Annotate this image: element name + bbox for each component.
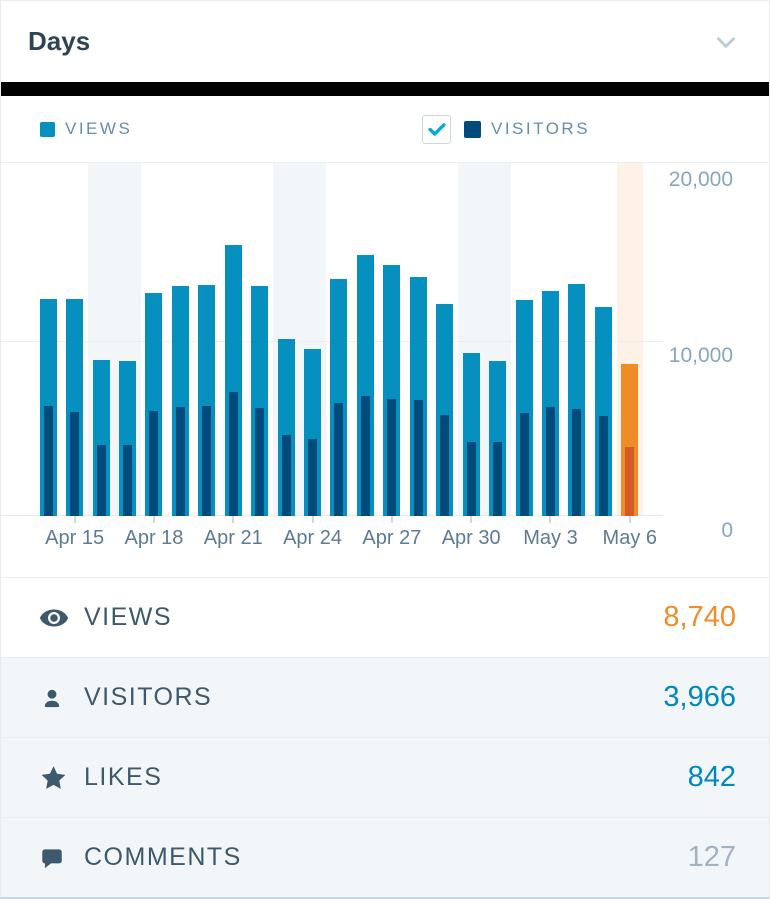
tab-views-label: VIEWS	[84, 603, 173, 631]
visitors-bar[interactable]	[598, 416, 608, 516]
chart-column-apr-19[interactable]	[167, 163, 193, 516]
y-axis-label-0: 0	[721, 519, 733, 542]
tab-likes[interactable]: LIKES 842	[1, 737, 769, 817]
visitors-bar[interactable]	[255, 408, 265, 516]
visitors-bar[interactable]	[281, 435, 291, 516]
x-axis-tick	[470, 516, 473, 523]
chart-column-apr-17[interactable]	[114, 163, 141, 516]
top-divider-bar	[1, 82, 769, 96]
chart-column-apr-14[interactable]	[35, 163, 61, 516]
visitors-bar[interactable]	[308, 439, 318, 516]
x-axis-tick	[628, 516, 631, 523]
user-icon	[39, 685, 69, 711]
x-axis-tick	[73, 516, 76, 523]
tab-visitors-value: 3,966	[663, 681, 736, 713]
visitors-bar[interactable]	[466, 442, 476, 516]
tab-visitors-label: VISITORS	[84, 683, 213, 711]
y-axis-label-20000: 20,000	[668, 168, 733, 191]
module-header[interactable]: Days	[1, 1, 769, 82]
chart-column-apr-21[interactable]	[220, 163, 246, 516]
chart-column-may-5[interactable]	[590, 163, 616, 516]
x-axis-tick	[390, 516, 393, 523]
visitors-checkbox[interactable]	[422, 114, 451, 144]
chart-column-may-1[interactable]	[484, 163, 511, 516]
visitors-bar[interactable]	[175, 407, 185, 516]
x-axis-label: Apr 30	[441, 527, 501, 549]
chart-column-apr-29[interactable]	[432, 163, 458, 516]
tab-visitors[interactable]: VISITORS 3,966	[1, 657, 769, 737]
chart-column-apr-25[interactable]	[326, 163, 352, 516]
chart-column-apr-22[interactable]	[246, 163, 272, 516]
tab-comments-value: 127	[687, 841, 736, 873]
tab-comments[interactable]: COMMENTS 127	[1, 817, 769, 897]
chart-column-may-6[interactable]	[616, 163, 643, 516]
chart-legend: VIEWS VISITORS	[1, 96, 769, 162]
x-axis-label: Apr 18	[124, 527, 184, 549]
chevron-down-icon[interactable]	[713, 29, 739, 55]
chart-column-may-2[interactable]	[511, 163, 537, 516]
x-axis-label: May 3	[523, 527, 578, 549]
x-axis-label: May 6	[602, 527, 658, 549]
visitors-bar[interactable]	[149, 411, 159, 516]
checkmark-icon	[427, 123, 446, 136]
tab-likes-value: 842	[687, 761, 736, 793]
visitors-bar[interactable]	[625, 447, 635, 516]
stats-tabs: VIEWS 8,740 VISITORS 3,966 LIKES 842 COM…	[1, 577, 769, 897]
star-icon	[39, 763, 69, 792]
tab-views-value: 8,740	[663, 601, 736, 633]
visitors-legend-label: VISITORS	[491, 119, 591, 138]
chart-column-apr-28[interactable]	[405, 163, 431, 516]
views-legend-label: VIEWS	[65, 119, 133, 138]
visitors-bar[interactable]	[360, 396, 370, 516]
chart-column-apr-15[interactable]	[61, 163, 87, 516]
comment-bubble-icon	[39, 845, 69, 871]
chart-column-apr-18[interactable]	[141, 163, 167, 516]
visitors-bar[interactable]	[545, 407, 555, 516]
x-axis: Apr 15 Apr 18 Apr 21 Apr 24 Apr 27 Apr 30 May …	[1, 516, 769, 577]
legend-item-visitors[interactable]: VISITORS	[422, 96, 590, 162]
chart-column-may-3[interactable]	[537, 163, 563, 516]
views-swatch	[40, 121, 55, 137]
x-axis-tick	[311, 516, 314, 523]
tab-likes-label: LIKES	[84, 763, 163, 791]
x-axis-label: Apr 24	[283, 527, 343, 549]
visitors-bar[interactable]	[228, 392, 238, 516]
chart-column-apr-27[interactable]	[379, 163, 405, 516]
visitors-bar[interactable]	[493, 442, 503, 516]
x-axis-label: Apr 27	[362, 527, 422, 549]
visitors-bar[interactable]	[440, 415, 450, 516]
chart-column-apr-23[interactable]	[272, 163, 300, 516]
chart-plot: 20,000 10,000 0	[1, 163, 769, 542]
tab-views[interactable]: VIEWS 8,740	[1, 577, 769, 657]
page-title: Days	[28, 26, 91, 56]
chart-column-apr-20[interactable]	[194, 163, 220, 516]
visitors-bar[interactable]	[413, 400, 423, 516]
x-axis-label: Apr 15	[45, 527, 105, 549]
visitors-bar[interactable]	[387, 399, 397, 516]
visitors-bar[interactable]	[202, 406, 212, 516]
legend-item-views: VIEWS	[40, 96, 132, 162]
visitors-bar[interactable]	[96, 445, 106, 516]
visitors-bar[interactable]	[123, 445, 132, 516]
visitors-bar[interactable]	[70, 412, 80, 516]
x-axis-tick	[232, 516, 235, 523]
visitors-swatch	[464, 120, 481, 138]
x-axis-label: Apr 21	[203, 527, 263, 549]
chart-column-apr-24[interactable]	[299, 163, 326, 516]
tab-comments-label: COMMENTS	[84, 843, 242, 871]
eye-icon	[39, 603, 69, 633]
chart-column-apr-16[interactable]	[87, 163, 115, 516]
x-axis-tick	[549, 516, 552, 523]
bar-chart: 20,000 10,000 0 Apr 15 Apr 18 Apr 21 Apr 24…	[1, 162, 769, 577]
visitors-bar[interactable]	[572, 409, 582, 516]
chart-column-may-4[interactable]	[564, 163, 590, 516]
visitors-bar[interactable]	[519, 413, 529, 516]
x-axis-tick	[152, 516, 155, 523]
visitors-bar[interactable]	[43, 406, 53, 516]
y-axis-label-10000: 10,000	[668, 344, 733, 367]
visitors-bar[interactable]	[334, 403, 344, 516]
chart-column-apr-26[interactable]	[352, 163, 378, 516]
chart-column-apr-30[interactable]	[457, 163, 485, 516]
